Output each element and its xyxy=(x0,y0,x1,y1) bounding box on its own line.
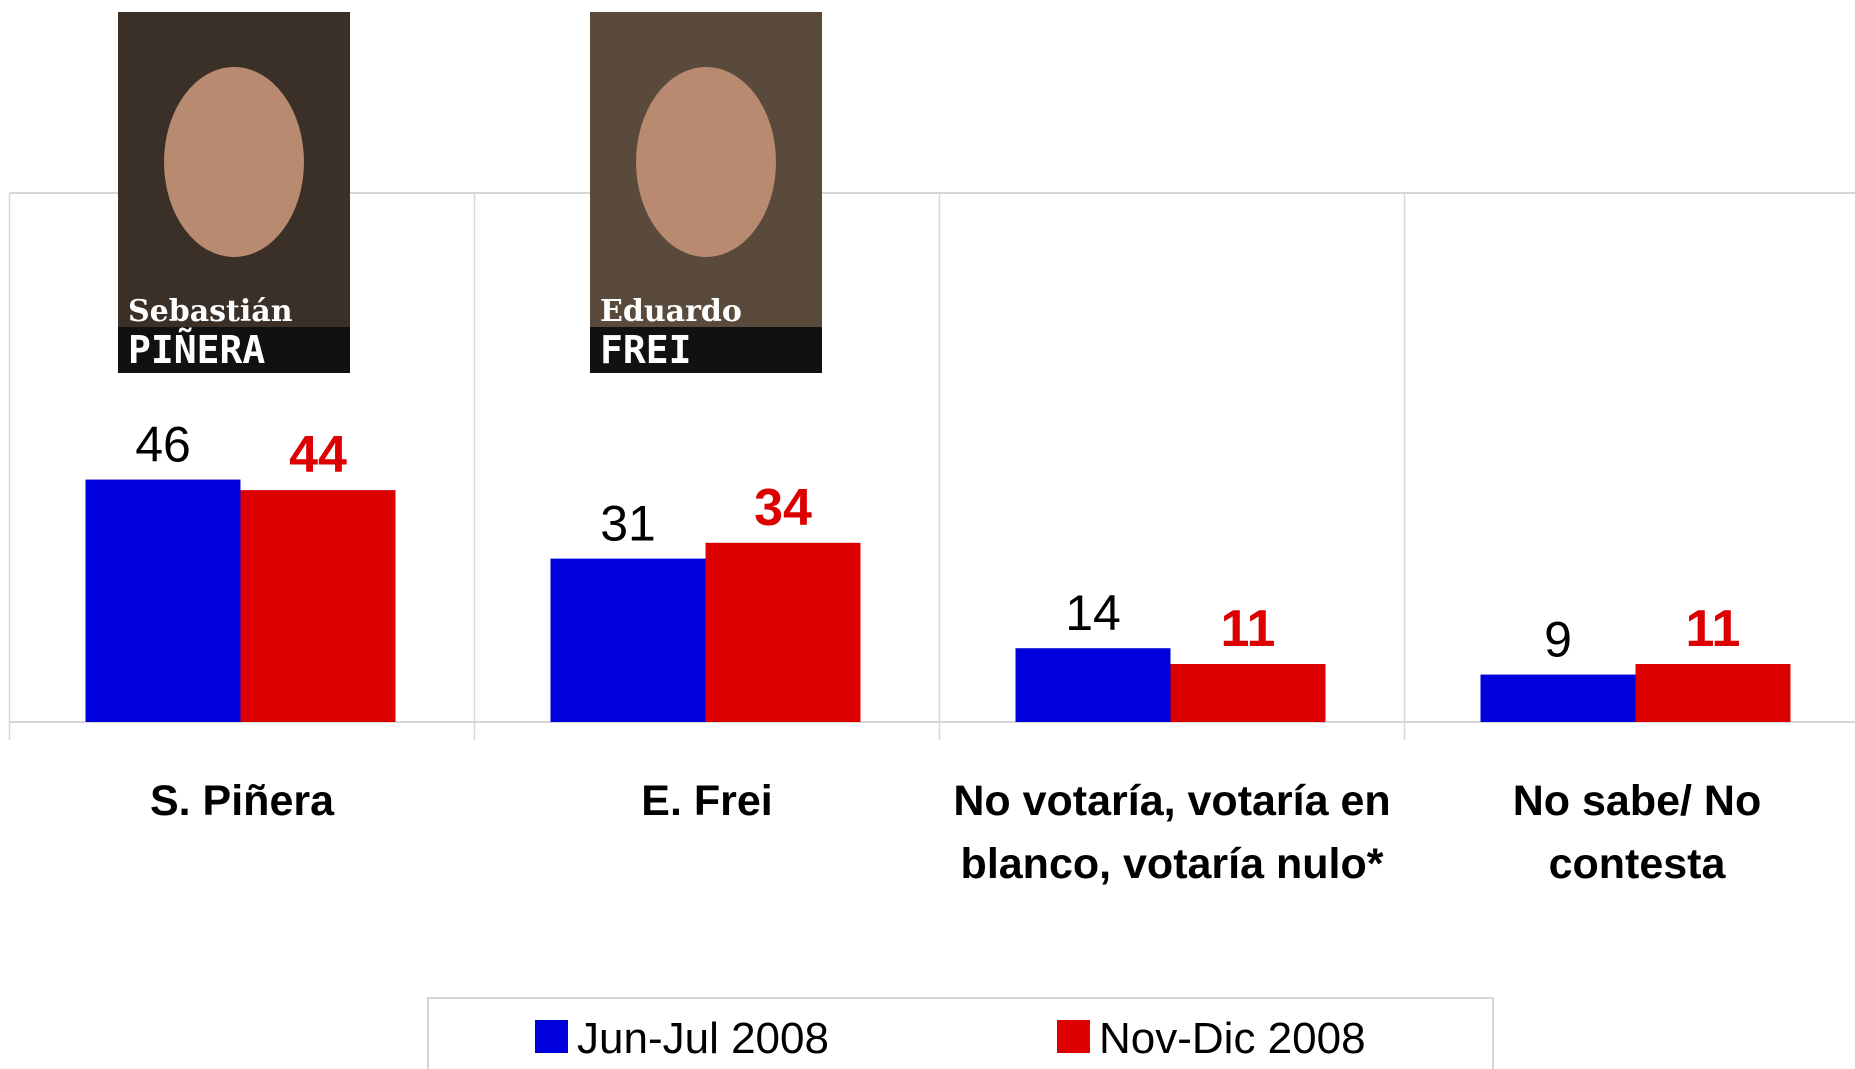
legend-label: Nov-Dic 2008 xyxy=(1099,1014,1366,1063)
legend-swatch xyxy=(1057,1020,1090,1053)
category-label: E. Frei xyxy=(487,770,927,833)
photo-face xyxy=(164,67,304,257)
bar xyxy=(551,559,706,722)
value-label: 14 xyxy=(1065,585,1121,641)
chart: SebastiánPIÑERA EduardoFREI 46 44 31 34 14 11 9 1… xyxy=(0,0,1855,1069)
legend-label: Jun-Jul 2008 xyxy=(577,1014,829,1063)
category-label: S. Piñera xyxy=(22,770,462,833)
value-label: 11 xyxy=(1221,600,1276,658)
category-label: No votaría, votaría en blanco, votaría n… xyxy=(952,770,1392,896)
bar xyxy=(1636,664,1791,722)
value-label: 31 xyxy=(600,496,656,552)
legend-swatch xyxy=(535,1020,568,1053)
value-label: 11 xyxy=(1686,600,1741,658)
value-label: 44 xyxy=(289,426,347,484)
bar xyxy=(1016,648,1171,722)
photo-caption-first: Eduardo xyxy=(600,294,742,329)
photo-caption-last: FREI xyxy=(600,328,692,372)
photo-face xyxy=(636,67,776,257)
photo-caption-first: Sebastián xyxy=(128,294,293,329)
bar xyxy=(706,543,861,722)
bar xyxy=(86,480,241,722)
bar xyxy=(1171,664,1326,722)
value-label: 9 xyxy=(1544,612,1572,668)
category-label: No sabe/ No contesta xyxy=(1487,770,1787,896)
bar xyxy=(1481,675,1636,722)
bar xyxy=(241,490,396,722)
value-label: 34 xyxy=(754,479,812,537)
photo-caption-last: PIÑERA xyxy=(128,328,265,372)
page: SebastiánPIÑERA EduardoFREI 46 44 31 34 14 11 9 1… xyxy=(0,0,1855,1069)
value-label: 46 xyxy=(135,417,191,473)
